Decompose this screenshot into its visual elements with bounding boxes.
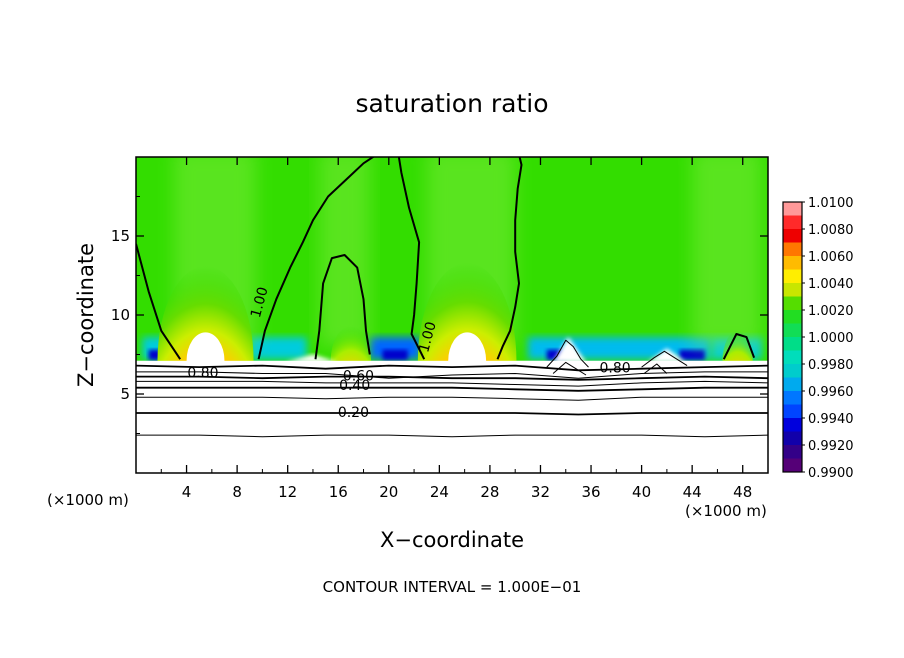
colorbar-label-3: 1.0040 (808, 277, 854, 292)
colorbar-label-4: 1.0020 (808, 304, 854, 319)
colorbar-swatch-11 (783, 350, 802, 365)
x-tick-label-4: 4 (182, 483, 192, 501)
contour-interval-note: CONTOUR INTERVAL = 1.000E−01 (323, 578, 582, 596)
contour-100-line-2 (314, 254, 371, 360)
x-tick-label-44: 44 (683, 483, 702, 501)
saturation-one-contours (136, 157, 756, 360)
colorbar-swatch-4 (783, 256, 802, 270)
contour-050-line (136, 380, 768, 387)
colorbar-swatch-6 (783, 283, 802, 297)
colorbar-label-7: 0.9960 (808, 385, 854, 400)
x-tick-label-12: 12 (278, 483, 297, 501)
contour-labels: 1.00 1.00 0.80 0.600.40 0.20 0.80 (187, 285, 630, 421)
colorbar-swatch-1 (783, 215, 802, 230)
colorbar-swatch-10 (783, 337, 802, 351)
colorbar (782, 201, 803, 473)
colorbar-swatch-8 (783, 310, 802, 324)
contour-060-line (136, 375, 768, 381)
colorbar-label-6: 0.9980 (808, 358, 854, 373)
colorbar-swatch-19 (783, 458, 802, 473)
contour-020-line (136, 412, 768, 416)
dry-bump-2 (285, 354, 339, 363)
colorbar-label-5: 1.0000 (808, 331, 854, 346)
near-base-deep-band-0 (148, 349, 162, 361)
colorbar-swatch-0 (783, 202, 802, 216)
colorbar-label-2: 1.0060 (808, 250, 854, 265)
colorbar-labels: 1.0100 1.0080 1.0060 1.0040 1.0020 1.0000 0.99… (802, 196, 854, 481)
contour-100-line-3 (397, 157, 426, 360)
contour-100-line-1 (257, 157, 375, 360)
near-base-deep-band-2 (546, 349, 566, 361)
contour-100-line-5 (722, 333, 756, 360)
colorbar-swatch-16 (783, 418, 802, 432)
contour-bump-line-0 (546, 339, 589, 368)
x-axis-ticks: 4 8 12 16 20 24 28 32 36 40 44 48 (160, 157, 752, 501)
updraft-band-3 (692, 157, 762, 347)
contour-label-6: 0.80 (599, 361, 630, 377)
colorbar-label-10: 0.9900 (808, 466, 854, 481)
near-base-band-1 (249, 337, 307, 360)
chart-title: saturation ratio (355, 89, 548, 118)
contour-bump-line-3 (643, 363, 668, 374)
contour-label-4: 0.40 (339, 378, 370, 394)
x-tick-label-32: 32 (531, 483, 550, 501)
colorbar-swatch-12 (783, 364, 802, 378)
x-tick-label-48: 48 (733, 483, 752, 501)
colorbar-swatch-14 (783, 391, 802, 405)
contour-100-line-4 (496, 157, 523, 360)
y-axis-label: Z−coordinate (74, 243, 98, 387)
contour-bump-line-1 (641, 350, 688, 368)
contour-bump-line-2 (552, 361, 587, 376)
x-tick-label-20: 20 (379, 483, 398, 501)
contour-040-line (136, 386, 768, 392)
x-unit-right: (×1000 m) (685, 502, 767, 520)
y-tick-label-10: 10 (111, 306, 130, 324)
contour-070-line (136, 371, 768, 379)
y-axis-ticks: 5 10 15 (111, 196, 768, 434)
x-tick-label-8: 8 (232, 483, 242, 501)
colorbar-swatch-7 (783, 296, 802, 311)
colorbar-label-1: 1.0080 (808, 223, 854, 238)
contour-030-line (136, 396, 768, 401)
x-tick-label-24: 24 (430, 483, 449, 501)
y-tick-label-5: 5 (120, 385, 130, 403)
colorbar-swatch-3 (783, 242, 802, 257)
near-base-deep-band-1 (382, 349, 408, 361)
x-tick-label-28: 28 (480, 483, 499, 501)
contour-010-line (136, 434, 768, 438)
x-unit-left: (×1000 m) (47, 491, 129, 509)
contour-label-5: 0.20 (338, 405, 369, 421)
contour-label-1: 1.00 (416, 320, 440, 354)
colorbar-swatch-2 (783, 229, 802, 243)
contour-080-line (136, 364, 768, 372)
colorbar-swatch-5 (783, 269, 802, 284)
contour-label-2: 0.80 (187, 365, 218, 381)
dry-bump-0 (553, 337, 586, 363)
updraft-band-2 (319, 157, 370, 347)
colorbar-label-9: 0.9920 (808, 439, 854, 454)
x-tick-label-36: 36 (581, 483, 600, 501)
x-tick-label-40: 40 (632, 483, 651, 501)
lower-stratified-contours (136, 339, 768, 438)
near-base-deep-band-3 (679, 349, 705, 361)
x-axis-label: X−coordinate (380, 528, 524, 552)
colorbar-swatch-13 (783, 377, 802, 392)
y-tick-label-15: 15 (111, 227, 130, 245)
colorbar-swatch-17 (783, 431, 802, 446)
dry-region (136, 360, 768, 473)
contour-100-line-0 (136, 243, 182, 360)
colorbar-swatch-18 (783, 445, 802, 459)
colorbar-label-8: 0.9940 (808, 412, 854, 427)
heatmap-field (136, 157, 768, 473)
colorbar-label-0: 1.0100 (808, 196, 854, 211)
colorbar-swatch-9 (783, 323, 802, 338)
contour-label-0: 1.00 (248, 285, 272, 319)
contour-label-3: 0.60 (343, 369, 374, 385)
x-tick-label-16: 16 (329, 483, 348, 501)
colorbar-swatch-15 (783, 404, 802, 419)
